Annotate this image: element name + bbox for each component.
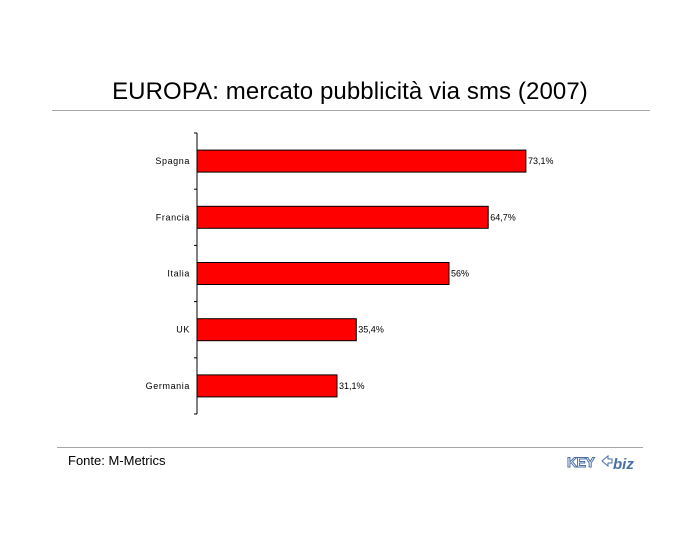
- category-label-francia: Francia: [156, 212, 190, 222]
- data-label-spagna: 73,1%: [528, 156, 554, 166]
- keybiz-logo: KEY biz: [567, 454, 635, 474]
- data-label-uk: 35,4%: [358, 325, 384, 335]
- bar-spagna: [196, 149, 527, 173]
- chart-title: EUROPA: mercato pubblicità via sms (2007…: [112, 78, 588, 105]
- category-label-germania: Germania: [146, 381, 190, 391]
- category-label-uk: UK: [176, 325, 190, 335]
- bar-francia: [196, 205, 489, 229]
- data-label-francia: 64,7%: [490, 212, 516, 222]
- data-label-germania: 31,1%: [339, 381, 365, 391]
- logo-arrow-icon: [601, 454, 613, 468]
- category-label-italia: Italia: [167, 269, 190, 279]
- logo-text-biz: biz: [613, 456, 634, 473]
- data-label-italia: 56%: [451, 269, 469, 279]
- logo-text-key: KEY: [567, 454, 595, 470]
- title-divider: [52, 110, 650, 111]
- bar-italia: [196, 262, 450, 285]
- bar-uk: [196, 318, 357, 342]
- bar-germania: [196, 374, 338, 398]
- footer-divider: [57, 447, 643, 448]
- category-label-spagna: Spagna: [155, 156, 190, 166]
- source-note: Fonte: M-Metrics: [68, 453, 166, 468]
